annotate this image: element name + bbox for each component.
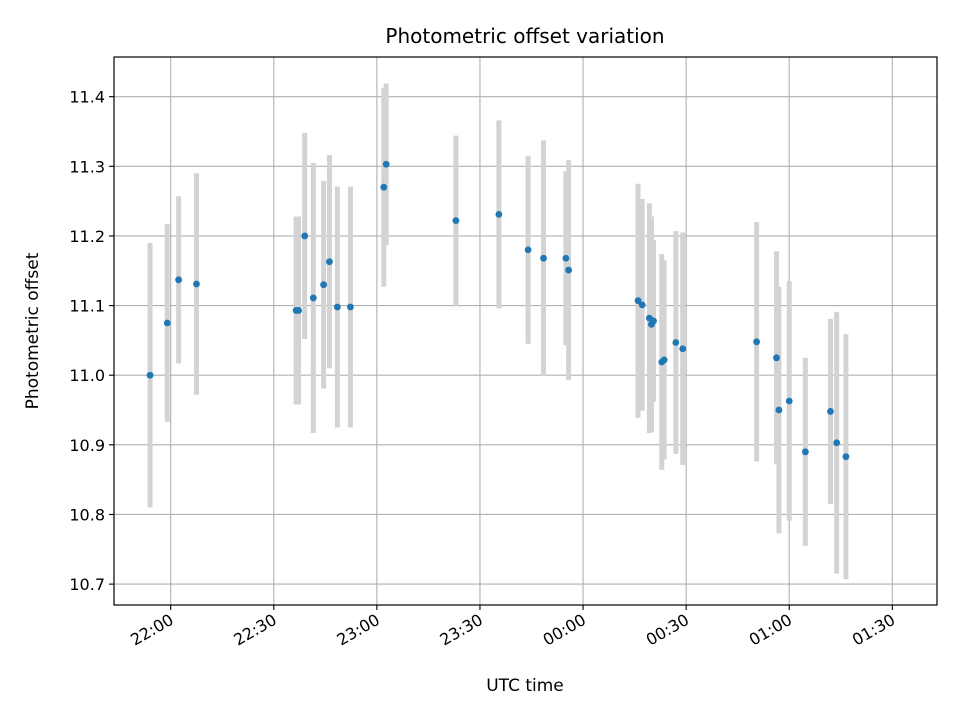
y-tick-label: 11.2 (69, 227, 105, 246)
x-axis-label: UTC time (486, 676, 564, 696)
x-tick-label: 23:30 (437, 610, 486, 650)
x-tick-label: 01:30 (849, 610, 898, 650)
data-point (175, 276, 183, 284)
chart-title: Photometric offset variation (385, 24, 664, 48)
y-tick-label: 10.9 (69, 436, 105, 455)
x-tick-label: 01:00 (746, 610, 795, 650)
data-point (495, 210, 503, 218)
data-point (634, 297, 642, 305)
data-point (562, 254, 570, 262)
data-point (333, 303, 341, 311)
y-tick-label: 11.3 (69, 157, 105, 176)
data-point (650, 317, 657, 325)
x-axis: 22:00 22:30 23:00 23:30 00:00 00:30 01:00 01:30 (127, 605, 898, 650)
data-point (347, 303, 354, 311)
data-point (638, 301, 646, 309)
data-point (524, 246, 532, 254)
x-tick-label: 00:00 (540, 610, 589, 650)
data-point (309, 294, 317, 302)
data-point (833, 439, 841, 447)
y-axis: 10.7 10.8 10.9 11.0 11.1 11.2 11.3 11.4 (69, 88, 114, 594)
data-point (380, 183, 388, 191)
data-point (753, 338, 760, 346)
data-point (773, 354, 780, 362)
x-tick-label: 23:00 (333, 610, 382, 650)
data-point (672, 339, 680, 346)
data-point (163, 319, 171, 327)
data-point (785, 397, 793, 405)
x-tick-label: 00:30 (643, 610, 692, 650)
y-tick-label: 11.0 (69, 366, 105, 385)
data-point (842, 453, 850, 461)
data-point (295, 307, 302, 314)
data-point (679, 345, 687, 353)
x-tick-label: 22:30 (230, 610, 279, 650)
data-points (146, 160, 850, 461)
data-point (565, 266, 573, 274)
data-point (775, 406, 783, 414)
errorbars (147, 83, 849, 580)
data-point (193, 280, 200, 288)
y-axis-label: Photometric offset (23, 252, 43, 409)
y-tick-label: 10.8 (69, 505, 105, 524)
data-point (540, 254, 547, 262)
data-point (320, 281, 328, 289)
data-point (326, 258, 333, 266)
data-point (452, 217, 460, 225)
y-tick-label: 11.1 (69, 297, 105, 316)
y-tick-label: 10.7 (69, 575, 105, 594)
data-point (301, 232, 309, 240)
data-point (382, 160, 390, 168)
data-point (801, 448, 809, 456)
x-tick-label: 22:00 (127, 610, 176, 650)
y-tick-label: 11.4 (69, 88, 105, 107)
data-point (146, 371, 154, 379)
data-point (660, 356, 668, 364)
data-point (827, 408, 834, 415)
plot-frame (113, 56, 938, 606)
grid (114, 57, 937, 605)
